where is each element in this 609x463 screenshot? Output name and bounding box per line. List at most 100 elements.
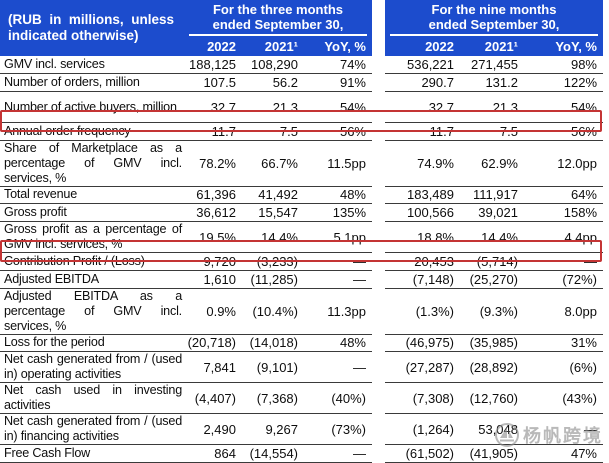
cell-nine-months: 14.4% bbox=[460, 222, 524, 253]
cell-nine-months: (7,148) bbox=[385, 271, 460, 289]
cell-three-months: — bbox=[304, 352, 372, 383]
row-label: Total revenue bbox=[0, 186, 184, 204]
cell-three-months: 48% bbox=[304, 334, 372, 352]
column-gap bbox=[372, 56, 385, 74]
cell-three-months: 11.7 bbox=[184, 123, 242, 141]
column-gap bbox=[372, 383, 385, 414]
column-gap bbox=[372, 204, 385, 222]
cell-nine-months: 11.7 bbox=[385, 123, 460, 141]
table-row: Number of active buyers, million 32.7 21.3… bbox=[0, 92, 609, 123]
cell-nine-months: 122% bbox=[524, 74, 603, 92]
row-label: Gross profit bbox=[0, 204, 184, 222]
cell-nine-months: 32.7 bbox=[385, 92, 460, 123]
cell-three-months: 0.9% bbox=[184, 289, 242, 335]
col-header-2022: 2022 bbox=[207, 38, 236, 54]
cell-three-months: (4,407) bbox=[184, 383, 242, 414]
column-gap bbox=[372, 141, 385, 187]
row-label: Annual order frequency bbox=[0, 123, 184, 141]
table-row: Adjusted EBITDA as a percentage of GMV i… bbox=[0, 289, 609, 335]
cell-three-months: 864 bbox=[184, 445, 242, 463]
cell-three-months: — bbox=[304, 445, 372, 463]
cell-nine-months: (5,714) bbox=[460, 253, 524, 271]
cell-three-months: 2,490 bbox=[184, 414, 242, 445]
header-group-nine-months: For the nine months ended September 30, … bbox=[385, 0, 603, 56]
table-row: GMV incl. services 188,125 108,290 74% 536,2… bbox=[0, 56, 609, 74]
cell-three-months: (3,233) bbox=[242, 253, 304, 271]
cell-nine-months: 100,566 bbox=[385, 204, 460, 222]
cell-three-months: 66.7% bbox=[242, 141, 304, 187]
cell-nine-months: 98% bbox=[524, 56, 603, 74]
cell-three-months: 61,396 bbox=[184, 186, 242, 204]
row-label: Net cash generated from / (used in) oper… bbox=[0, 352, 184, 383]
column-gap bbox=[372, 186, 385, 204]
cell-three-months: (73%) bbox=[304, 414, 372, 445]
cell-nine-months: 21.3 bbox=[460, 92, 524, 123]
cell-three-months: 19.5% bbox=[184, 222, 242, 253]
cell-three-months: 15,547 bbox=[242, 204, 304, 222]
cell-three-months: 41,492 bbox=[242, 186, 304, 204]
col-header-2021: 2021¹ bbox=[484, 38, 518, 54]
cell-three-months: 7,841 bbox=[184, 352, 242, 383]
cell-three-months: (40%) bbox=[304, 383, 372, 414]
cell-nine-months: 31% bbox=[524, 334, 603, 352]
cell-three-months: 107.5 bbox=[184, 74, 242, 92]
table-row: Total revenue 61,396 41,492 48% 183,489 111,9… bbox=[0, 186, 609, 204]
cell-nine-months: 39,021 bbox=[460, 204, 524, 222]
cell-nine-months: (46,975) bbox=[385, 334, 460, 352]
cell-nine-months: 271,455 bbox=[460, 56, 524, 74]
cell-three-months: 5.1pp bbox=[304, 222, 372, 253]
row-label: Gross profit as a percentage of GMV incl… bbox=[0, 222, 184, 253]
cell-three-months: 188,125 bbox=[184, 56, 242, 74]
cell-three-months: 108,290 bbox=[242, 56, 304, 74]
cell-three-months: 9,720 bbox=[184, 253, 242, 271]
table-row: Net cash used in investing activities (4,… bbox=[0, 383, 609, 414]
cell-nine-months: (35,985) bbox=[460, 334, 524, 352]
cell-three-months: 78.2% bbox=[184, 141, 242, 187]
cell-three-months: — bbox=[304, 253, 372, 271]
cell-nine-months: (6%) bbox=[524, 352, 603, 383]
column-gap bbox=[372, 92, 385, 123]
row-label: Contribution Profit / (Loss) bbox=[0, 253, 184, 271]
col-header-2021: 2021¹ bbox=[264, 38, 298, 54]
units-note: (RUB in millions, unless indicated other… bbox=[0, 0, 184, 56]
row-label: Number of orders, million bbox=[0, 74, 184, 92]
cell-nine-months: — bbox=[524, 414, 603, 445]
cell-three-months: (7,368) bbox=[242, 383, 304, 414]
row-label: Loss for the period bbox=[0, 334, 184, 352]
row-label: Free Cash Flow bbox=[0, 445, 184, 463]
header-underline bbox=[189, 34, 367, 36]
cell-nine-months: (1,264) bbox=[385, 414, 460, 445]
row-label: Adjusted EBITDA as a percentage of GMV i… bbox=[0, 289, 184, 335]
cell-three-months: 36,612 bbox=[184, 204, 242, 222]
cell-three-months: (14,018) bbox=[242, 334, 304, 352]
cell-nine-months: 111,917 bbox=[460, 186, 524, 204]
cell-nine-months: (25,270) bbox=[460, 271, 524, 289]
cell-nine-months: (9.3%) bbox=[460, 289, 524, 335]
column-gap bbox=[372, 352, 385, 383]
group-title-nine-months: For the nine months ended September 30, bbox=[428, 2, 560, 32]
cell-three-months: (20,718) bbox=[184, 334, 242, 352]
cell-nine-months: 74.9% bbox=[385, 141, 460, 187]
cell-nine-months: 290.7 bbox=[385, 74, 460, 92]
cell-nine-months: (12,760) bbox=[460, 383, 524, 414]
cell-three-months: 74% bbox=[304, 56, 372, 74]
header-group-three-months: For the three months ended September 30,… bbox=[184, 0, 372, 56]
table-row: Share of Marketplace as a percentage of … bbox=[0, 141, 609, 187]
row-label: Number of active buyers, million bbox=[0, 92, 184, 123]
cell-nine-months: (61,502) bbox=[385, 445, 460, 463]
row-label: GMV incl. services bbox=[0, 56, 184, 74]
column-gap bbox=[372, 289, 385, 335]
cell-three-months: 11.5pp bbox=[304, 141, 372, 187]
cell-three-months: 56% bbox=[304, 123, 372, 141]
cell-nine-months: (72%) bbox=[524, 271, 603, 289]
cell-nine-months: 4.4pp bbox=[524, 222, 603, 253]
cell-three-months: 14.4% bbox=[242, 222, 304, 253]
cell-nine-months: — bbox=[524, 253, 603, 271]
cell-three-months: 11.3pp bbox=[304, 289, 372, 335]
cell-three-months: 7.5 bbox=[242, 123, 304, 141]
column-gap bbox=[372, 334, 385, 352]
column-gap bbox=[372, 123, 385, 141]
cell-three-months: (14,554) bbox=[242, 445, 304, 463]
cell-nine-months: (1.3%) bbox=[385, 289, 460, 335]
header-underline bbox=[390, 34, 598, 36]
